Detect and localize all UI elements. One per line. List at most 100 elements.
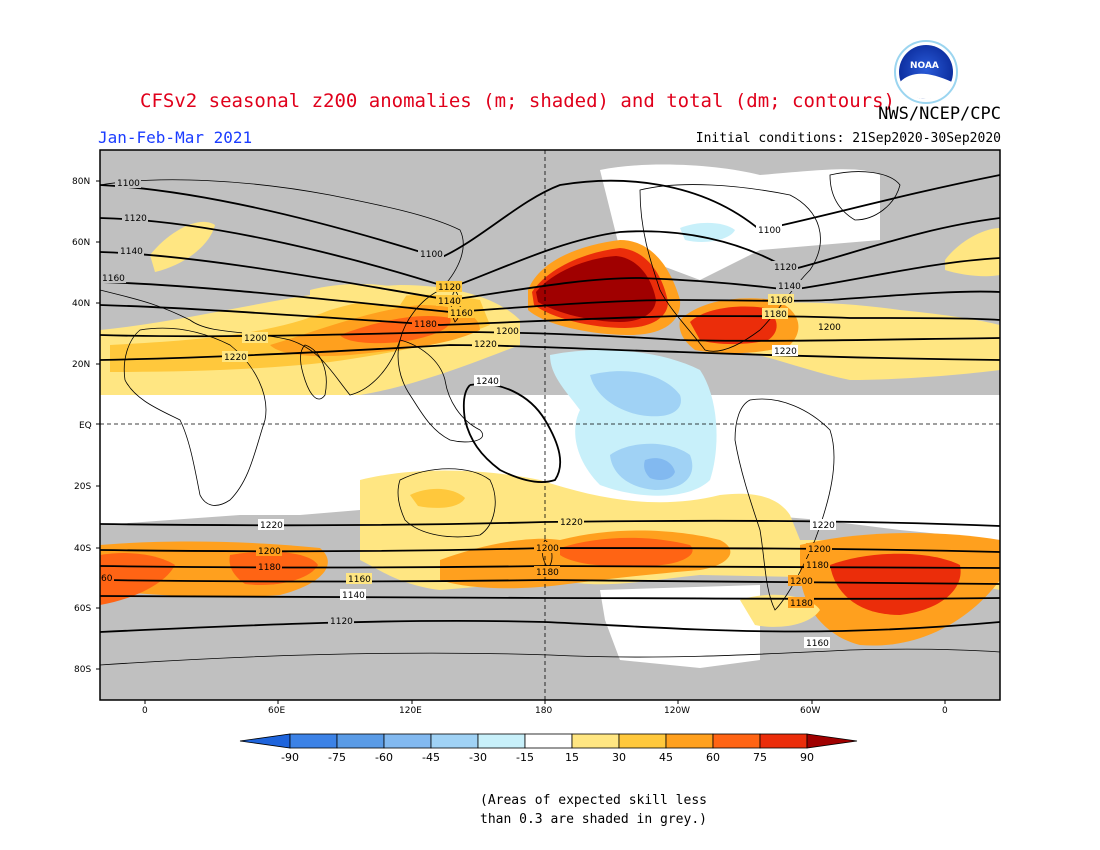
contour-label: 1120 (330, 617, 353, 627)
colorbar-arrow-left (239, 733, 291, 749)
longitude-axis: 0 60E 120E 180 120W 60W 0 (142, 700, 948, 716)
lon-label: 0 (942, 706, 948, 716)
logo-text: NOAA (910, 61, 939, 71)
colorbar-label: 15 (565, 751, 579, 764)
contour-label: 1220 (474, 340, 497, 350)
lon-label: 120W (664, 706, 690, 716)
contour-label: 1180 (536, 568, 559, 578)
colorbar-swatch (477, 733, 526, 749)
agency-label: NWS/NCEP/CPC (878, 104, 1001, 124)
skill-region-south-pacific (600, 585, 760, 668)
skill-note-line-1: (Areas of expected skill less (480, 793, 707, 808)
anomaly-north-pacific-90 (536, 256, 656, 322)
contour-labels: 1100 1120 1140 1160 1100 1120 1140 1160 … (100, 177, 842, 649)
colorbar-swatch (712, 733, 761, 749)
colorbar-label: 90 (800, 751, 814, 764)
contour-label: 1100 (117, 179, 140, 189)
lon-label: 60W (800, 706, 820, 716)
colorbar-swatch (524, 733, 573, 749)
contour-nh-1160 (100, 281, 1000, 313)
contour-label: 1220 (774, 347, 797, 357)
contour-1240 (462, 383, 562, 483)
contour-label: 1160 (348, 575, 371, 585)
lat-label: 60N (72, 238, 90, 248)
coast-south-america (734, 398, 835, 611)
contour-nh-1100 (100, 174, 1000, 259)
contour-label: 1140 (342, 591, 365, 601)
colorbar-label: -90 (281, 751, 299, 764)
contour-label: 1180 (764, 310, 787, 320)
contour-label: 1160 (770, 296, 793, 306)
contour-sh-1140 (100, 595, 1000, 600)
contour-label: 1220 (812, 521, 835, 531)
anomaly-tropical-pacific-30 (590, 371, 681, 417)
contour-label: 1220 (560, 518, 583, 528)
forecast-period: Jan-Feb-Mar 2021 (98, 128, 253, 147)
skill-note-line-2: than 0.3 are shaded in grey.) (480, 812, 707, 827)
lat-label: 40N (72, 299, 90, 309)
lat-label: 20S (74, 482, 91, 492)
lat-label: 80S (74, 665, 91, 675)
colorbar-label: 60 (706, 751, 720, 764)
contour-label: 1100 (420, 250, 443, 260)
coast-africa (123, 327, 267, 506)
colorbar-label: -75 (328, 751, 346, 764)
colorbar-label: -30 (469, 751, 487, 764)
contour-label: 1200 (808, 545, 831, 555)
contour-label: 1180 (258, 563, 281, 573)
contour-label: 1220 (224, 353, 247, 363)
contour-label: 1200 (496, 327, 519, 337)
lat-label: 60S (74, 604, 91, 614)
contour-label: 1200 (536, 544, 559, 554)
lat-label: 80N (72, 177, 90, 187)
contour-nh-1180 (100, 304, 1000, 326)
colorbar: -90 -75 -60 -45 -30 -15 15 30 45 60 75 90 (239, 733, 858, 764)
colorbar-swatch (289, 733, 338, 749)
coast-india (300, 344, 327, 400)
contour-label: 60 (101, 574, 113, 584)
colorbar-swatch (383, 733, 432, 749)
anomaly-sh-band-75 (560, 537, 693, 567)
colorbar-swatch (665, 733, 714, 749)
anomaly-europe-north (150, 221, 215, 272)
colorbar-swatch (759, 733, 808, 749)
contour-label: 1120 (124, 214, 147, 224)
contour-nh-1220 (100, 344, 1000, 361)
colorbar-label: -15 (516, 751, 534, 764)
lat-label: 20N (72, 360, 90, 370)
anomaly-atlantic-north (945, 228, 1000, 277)
contour-label: 1200 (790, 577, 813, 587)
colorbar-label: 30 (612, 751, 626, 764)
contour-sh-1120 (100, 619, 1000, 633)
lon-label: 180 (535, 706, 552, 716)
colorbar-swatch (336, 733, 385, 749)
skill-region-north-pacific (600, 164, 880, 280)
contour-label: 1200 (818, 323, 841, 333)
anomaly-tropical-pacific-45 (644, 458, 675, 480)
contour-label: 1100 (758, 226, 781, 236)
contour-label: 1220 (260, 521, 283, 531)
contour-label: 1200 (244, 334, 267, 344)
colorbar-swatch (618, 733, 667, 749)
contour-label: 1180 (790, 599, 813, 609)
contour-label: 1240 (476, 377, 499, 387)
colorbar-label: 45 (659, 751, 673, 764)
plot-frame (99, 149, 1001, 701)
contour-label: 1140 (120, 247, 143, 257)
coast-greenland (829, 171, 901, 221)
lon-label: 120E (399, 706, 422, 716)
lat-label: EQ (79, 421, 92, 431)
coast-eurasia (100, 179, 464, 396)
noaa-logo: NOAA (894, 40, 958, 104)
contour-label: 1140 (778, 282, 801, 292)
contour-label: 1180 (414, 320, 437, 330)
contour-sh-1220 (100, 519, 1000, 527)
contour-sh-1160 (100, 579, 1000, 585)
coast-australia (397, 468, 496, 538)
contour-label: 1160 (450, 309, 473, 319)
contour-label: 1160 (806, 639, 829, 649)
contour-label: 1140 (438, 297, 461, 307)
lon-label: 60E (268, 706, 285, 716)
colorbar-swatch (430, 733, 479, 749)
